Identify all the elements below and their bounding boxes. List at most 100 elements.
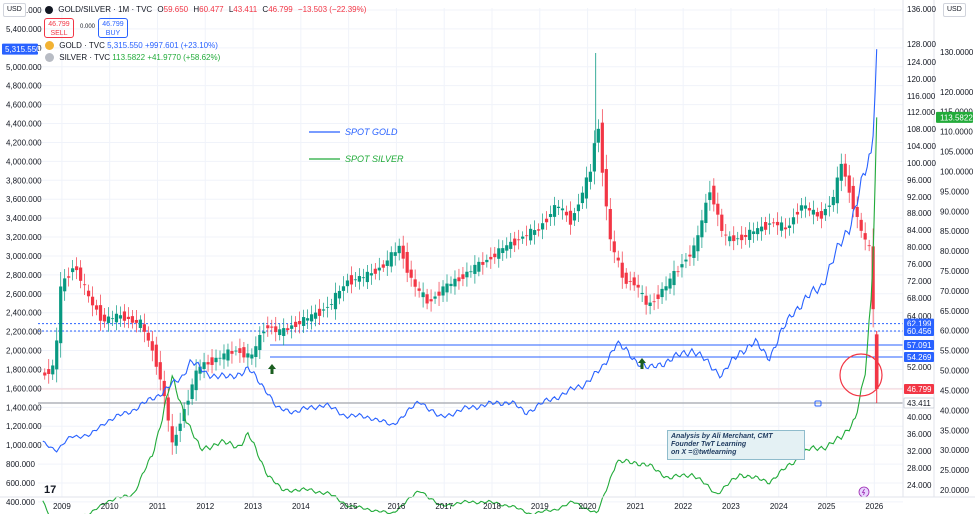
gold-price-tag[interactable]: [2, 43, 38, 55]
candle-body[interactable]: [349, 275, 354, 285]
candle-body[interactable]: [309, 314, 314, 322]
candle-body[interactable]: [94, 305, 99, 310]
candle-body[interactable]: [122, 311, 127, 321]
candle-body[interactable]: [445, 283, 449, 293]
candle-body[interactable]: [748, 229, 752, 240]
candle-body[interactable]: [529, 228, 533, 241]
candle-body[interactable]: [477, 261, 481, 272]
candle-body[interactable]: [298, 320, 302, 325]
candle-body[interactable]: [206, 362, 210, 365]
candle-body[interactable]: [218, 357, 222, 359]
candle-body[interactable]: [560, 208, 565, 211]
candle-body[interactable]: [564, 211, 569, 216]
candle-body[interactable]: [146, 332, 150, 341]
price-level-tag[interactable]: [904, 384, 934, 394]
candle-body[interactable]: [250, 354, 254, 359]
candle-body[interactable]: [453, 278, 457, 287]
silver-legend-row[interactable]: SILVER · TVC 113.5822 +41.9770 (+58.62%): [45, 53, 220, 63]
candle-body[interactable]: [405, 251, 409, 273]
candle-body[interactable]: [548, 214, 553, 218]
candle-body[interactable]: [306, 318, 310, 321]
candle-body[interactable]: [608, 208, 612, 240]
candle-body[interactable]: [409, 269, 413, 278]
candle-body[interactable]: [345, 280, 350, 287]
candle-body[interactable]: [533, 230, 537, 235]
candle-body[interactable]: [110, 318, 115, 320]
candle-body[interactable]: [871, 246, 875, 310]
candle-body[interactable]: [63, 278, 67, 292]
candle-body[interactable]: [441, 286, 445, 296]
candle-body[interactable]: [47, 369, 51, 374]
candle-body[interactable]: [509, 241, 513, 249]
alert-marker-icon[interactable]: [814, 400, 822, 407]
candle-body[interactable]: [222, 353, 226, 360]
candle-body[interactable]: [86, 290, 91, 297]
candle-body[interactable]: [481, 261, 485, 265]
candle-body[interactable]: [274, 326, 278, 333]
price-level-tag[interactable]: [904, 340, 934, 350]
candle-body[interactable]: [429, 299, 433, 302]
candle-body[interactable]: [787, 225, 792, 228]
candle-body[interactable]: [361, 277, 365, 279]
candle-body[interactable]: [158, 362, 162, 380]
candle-body[interactable]: [102, 314, 107, 322]
candle-body[interactable]: [118, 315, 123, 319]
candle-body[interactable]: [262, 331, 266, 334]
candle-body[interactable]: [210, 357, 214, 365]
candle-body[interactable]: [313, 312, 318, 319]
candle-body[interactable]: [242, 347, 246, 358]
candle-body[interactable]: [525, 235, 529, 237]
sell-button[interactable]: 46.799 SELL: [44, 18, 74, 38]
symbol-title[interactable]: GOLD/SILVER · 1M · TVC: [58, 5, 153, 14]
candle-body[interactable]: [166, 397, 170, 421]
candle-body[interactable]: [190, 384, 194, 400]
candle-body[interactable]: [150, 341, 154, 351]
candle-body[interactable]: [138, 319, 142, 328]
candle-body[interactable]: [540, 223, 545, 230]
candle-body[interactable]: [473, 264, 477, 274]
candle-body[interactable]: [79, 267, 83, 281]
candle-body[interactable]: [764, 222, 768, 230]
candle-body[interactable]: [505, 245, 509, 251]
gold-legend-row[interactable]: GOLD · TVC 5,315.550 +997.601 (+23.10%): [45, 41, 218, 51]
candle-body[interactable]: [341, 286, 346, 291]
candle-body[interactable]: [134, 319, 138, 323]
candle-body[interactable]: [381, 264, 385, 268]
candle-body[interactable]: [700, 220, 704, 238]
candle-body[interactable]: [676, 271, 680, 273]
candle-body[interactable]: [760, 226, 764, 232]
candle-body[interactable]: [226, 349, 230, 361]
candle-body[interactable]: [835, 177, 839, 204]
candle-body[interactable]: [588, 171, 592, 182]
candle-body[interactable]: [799, 205, 804, 211]
candle-body[interactable]: [162, 380, 166, 397]
candle-body[interactable]: [465, 271, 469, 278]
candle-body[interactable]: [178, 423, 182, 431]
candle-body[interactable]: [644, 295, 648, 305]
candle-body[interactable]: [692, 245, 696, 258]
candle-body[interactable]: [258, 334, 262, 351]
candle-body[interactable]: [521, 236, 525, 239]
candle-body[interactable]: [413, 279, 417, 287]
candle-body[interactable]: [791, 217, 796, 225]
candle-body[interactable]: [302, 317, 306, 326]
candle-body[interactable]: [744, 235, 748, 237]
candle-body[interactable]: [170, 426, 174, 443]
candle-body[interactable]: [278, 329, 282, 336]
candle-body[interactable]: [720, 214, 724, 231]
candle-body[interactable]: [194, 370, 198, 391]
candle-body[interactable]: [767, 223, 772, 225]
candle-body[interactable]: [708, 192, 712, 201]
candle-body[interactable]: [98, 305, 103, 321]
candle-body[interactable]: [592, 143, 596, 172]
candle-body[interactable]: [756, 228, 760, 235]
candle-body[interactable]: [624, 272, 628, 284]
candle-body[interactable]: [537, 229, 541, 231]
candle-body[interactable]: [612, 241, 616, 253]
candle-body[interactable]: [373, 268, 377, 274]
candle-body[interactable]: [282, 328, 286, 336]
candle-body[interactable]: [290, 325, 294, 329]
candle-body[interactable]: [286, 328, 290, 331]
candle-body[interactable]: [186, 400, 190, 405]
